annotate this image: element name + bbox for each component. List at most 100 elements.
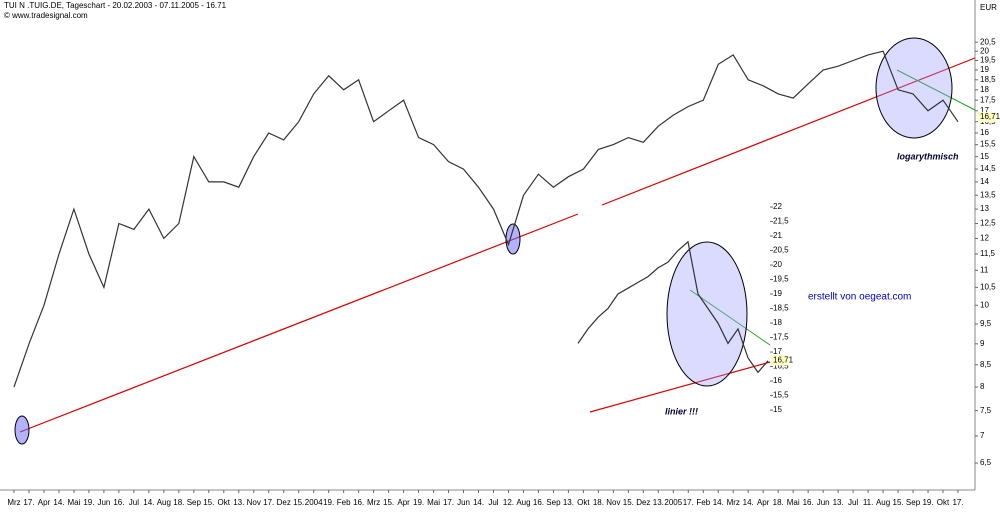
y-tick-label: 21,5 bbox=[773, 217, 789, 226]
x-tick-label: Mai bbox=[67, 498, 80, 507]
x-tick-label: Dez bbox=[636, 498, 650, 507]
x-tick-label: 16. bbox=[353, 498, 364, 507]
y-tick-label: 22 bbox=[773, 202, 782, 211]
x-tick-label: Apr bbox=[38, 498, 51, 507]
trend-line bbox=[19, 213, 579, 433]
last-value-label: 16,71 bbox=[773, 356, 794, 365]
y-tick-label: 11 bbox=[980, 265, 989, 274]
credit: erstellt von oegeat.com bbox=[808, 292, 911, 303]
x-tick-label: Aug bbox=[157, 498, 171, 507]
x-tick-label: Okt bbox=[937, 498, 950, 507]
price-line bbox=[13, 50, 959, 388]
y-tick-label: 11,5 bbox=[980, 249, 996, 258]
x-tick-label: 14. bbox=[473, 498, 484, 507]
y-tick-label: 16,5 bbox=[773, 362, 789, 371]
highlight-circle bbox=[14, 415, 30, 445]
x-tick-label: Apr bbox=[397, 498, 410, 507]
x-tick-label: 13. bbox=[563, 498, 574, 507]
x-tick-label: Dez bbox=[277, 498, 291, 507]
y-tick-label: 10,5 bbox=[980, 282, 996, 291]
x-tick-label: 18. bbox=[773, 498, 784, 507]
x-tick-label: Jul bbox=[488, 498, 498, 507]
x-tick-label: 19. bbox=[83, 498, 94, 507]
y-tick-label: 14,5 bbox=[980, 164, 996, 173]
x-tick-label: 12. bbox=[503, 498, 514, 507]
x-tick-label: Sep bbox=[906, 498, 921, 507]
x-tick-label: 19. bbox=[922, 498, 933, 507]
x-tick-label: 16. bbox=[113, 498, 124, 507]
x-tick-label: Jun bbox=[817, 498, 830, 507]
x-tick-label: 19. bbox=[413, 498, 424, 507]
y-tick-label: 18,5 bbox=[773, 304, 789, 313]
y-tick-label: 9,5 bbox=[980, 319, 992, 328]
y-tick-label: 17 bbox=[980, 106, 989, 115]
x-tick-label: Nov bbox=[247, 498, 261, 507]
x-tick-label: Okt bbox=[577, 498, 590, 507]
x-tick-label: 2005 bbox=[664, 498, 682, 507]
x-tick-label: 17. bbox=[263, 498, 274, 507]
y-tick-label: 7,5 bbox=[980, 406, 992, 415]
x-tick-label: Jun bbox=[457, 498, 470, 507]
x-tick-label: 13. bbox=[833, 498, 844, 507]
y-tick-label: 18 bbox=[980, 85, 989, 94]
y-tick-label: 13 bbox=[980, 204, 989, 213]
x-tick-label: Sep bbox=[187, 498, 202, 507]
y-tick-label: 12 bbox=[980, 234, 989, 243]
trend-line bbox=[601, 57, 976, 206]
y-tick-label: 10 bbox=[980, 300, 989, 309]
y-tick-label: 16 bbox=[980, 128, 989, 137]
x-tick-label: Mrz bbox=[727, 498, 740, 507]
y-tick-label: 9 bbox=[980, 339, 985, 348]
x-tick-label: Sep bbox=[546, 498, 561, 507]
x-tick-label: Mai bbox=[427, 498, 440, 507]
y-tick-label: 8 bbox=[980, 382, 985, 391]
trend-line bbox=[589, 361, 771, 413]
trend-line bbox=[896, 69, 976, 111]
y-tick-label: 15 bbox=[773, 405, 782, 414]
x-tick-label: Mrz bbox=[7, 498, 20, 507]
y-tick-label: 19 bbox=[773, 289, 782, 298]
x-tick-label: 19. bbox=[323, 498, 334, 507]
trend-line bbox=[689, 289, 771, 346]
price-line bbox=[577, 240, 769, 374]
x-tick-label: 13. bbox=[653, 498, 664, 507]
highlight-circle bbox=[875, 37, 953, 139]
y-tick-label: 19 bbox=[980, 65, 989, 74]
y-tick-label: 19,5 bbox=[773, 275, 789, 284]
y-tick-label: 18 bbox=[773, 318, 782, 327]
x-tick-label: Apr bbox=[757, 498, 770, 507]
x-tick-label: 15. bbox=[893, 498, 904, 507]
y-tick-label: 20,5 bbox=[773, 246, 789, 255]
x-tick-label: Aug bbox=[516, 498, 530, 507]
y-axis-label: EUR bbox=[980, 3, 997, 12]
x-tick-label: Feb bbox=[696, 498, 710, 507]
x-tick-label: 17. bbox=[683, 498, 694, 507]
y-tick-label: 13,5 bbox=[980, 190, 996, 199]
y-tick-label: 20 bbox=[773, 260, 782, 269]
highlight-circle bbox=[666, 241, 748, 387]
x-tick-label: 2004 bbox=[305, 498, 323, 507]
x-tick-label: 15. bbox=[203, 498, 214, 507]
y-tick-label: 15 bbox=[980, 152, 989, 161]
x-tick-label: Jul bbox=[848, 498, 858, 507]
x-tick-label: Nov bbox=[606, 498, 620, 507]
x-tick-label: 14. bbox=[743, 498, 754, 507]
last-value-box bbox=[978, 112, 996, 123]
title: TUI N .TUIG.DE, Tageschart - 20.02.2003 … bbox=[4, 1, 227, 10]
last-value-box bbox=[771, 355, 789, 366]
x-tick-label: 11. bbox=[863, 498, 874, 507]
y-tick-label: 6,5 bbox=[980, 458, 992, 467]
x-tick-label: 16. bbox=[533, 498, 544, 507]
inset-panel bbox=[575, 200, 770, 420]
x-tick-label: 15. bbox=[383, 498, 394, 507]
x-tick-label: 14. bbox=[53, 498, 64, 507]
x-tick-label: Mrz bbox=[367, 498, 380, 507]
x-tick-label: 15. bbox=[293, 498, 304, 507]
x-tick-label: 15. bbox=[623, 498, 634, 507]
y-tick-label: 17,5 bbox=[773, 333, 789, 342]
annotation: linier !!! bbox=[665, 406, 698, 416]
x-tick-label: Jul bbox=[129, 498, 139, 507]
x-tick-label: 17. bbox=[443, 498, 454, 507]
